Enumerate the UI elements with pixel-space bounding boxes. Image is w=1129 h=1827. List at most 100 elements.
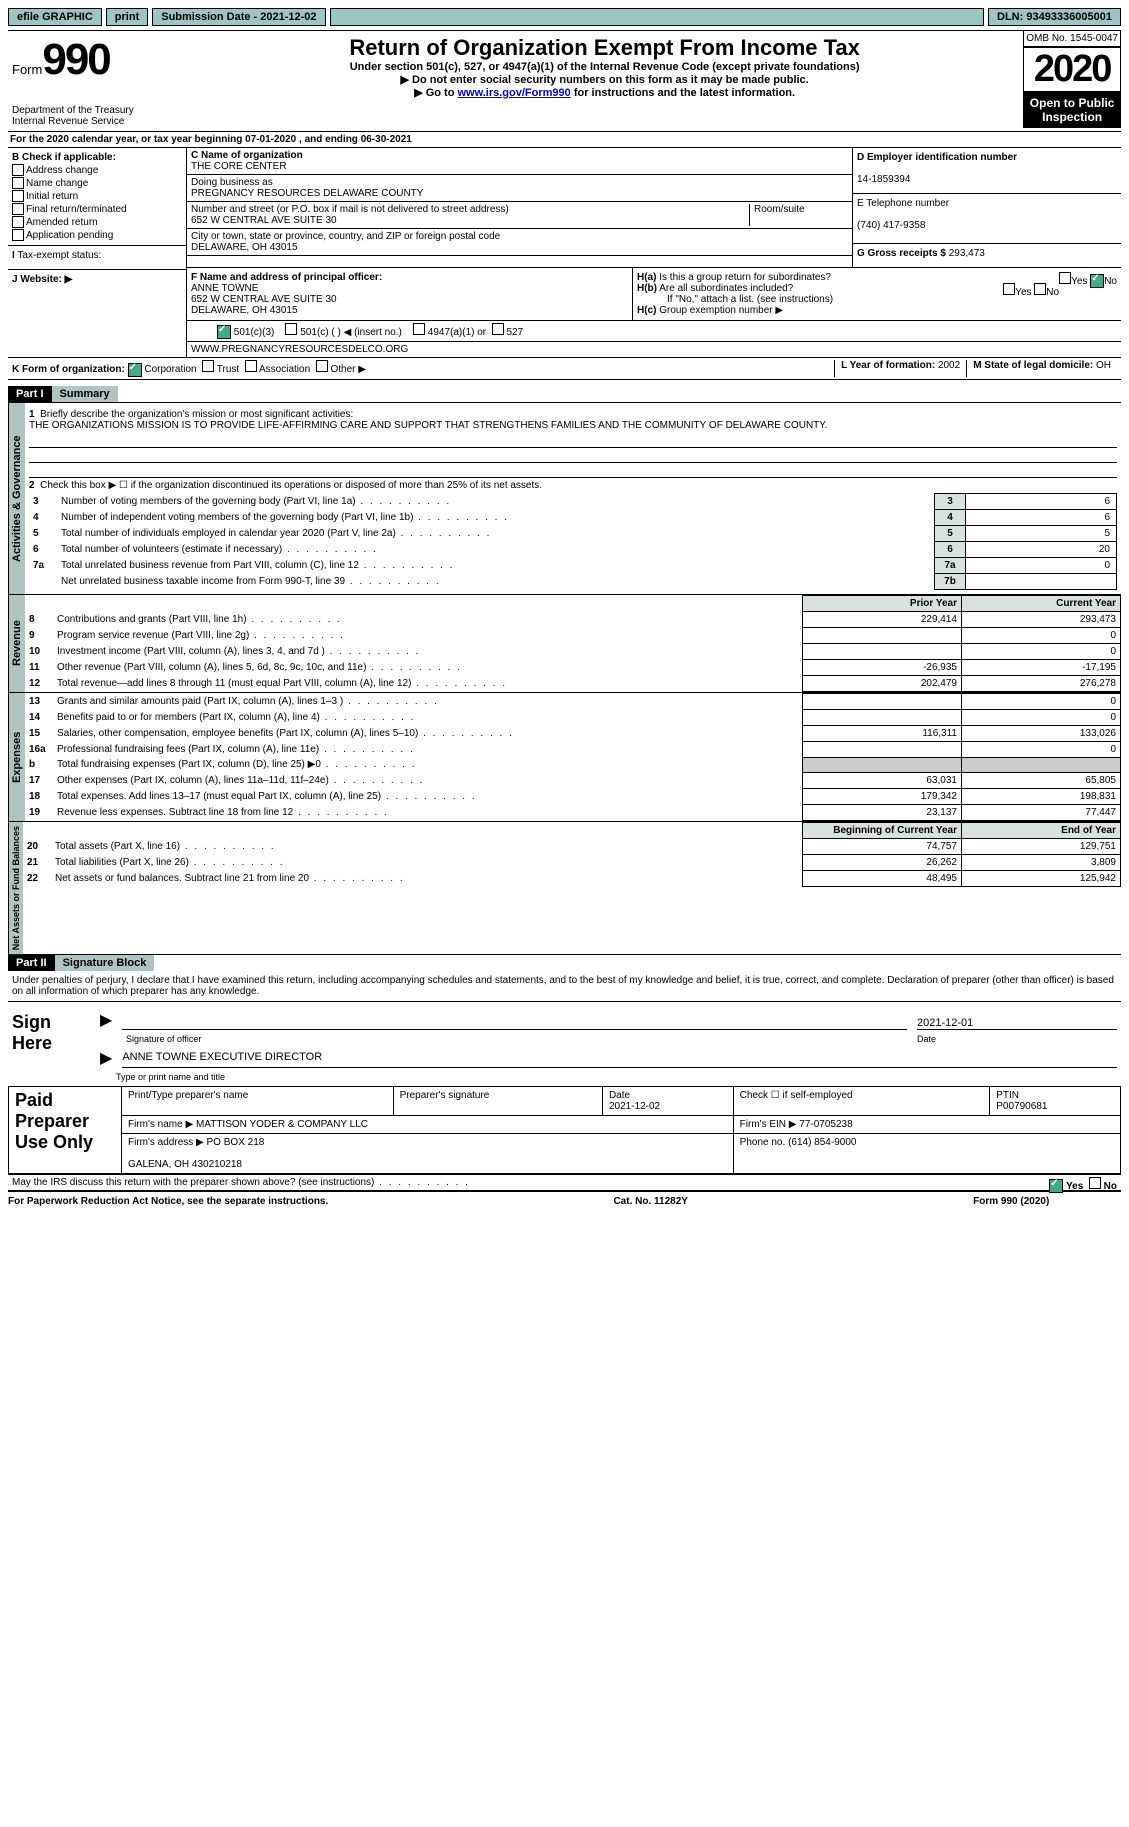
prep-name-label: Print/Type preparer's name bbox=[122, 1086, 394, 1115]
self-emp-label: Check ☐ if self-employed bbox=[733, 1086, 990, 1115]
527: 527 bbox=[506, 327, 523, 338]
expenses-table: 13Grants and similar amounts paid (Part … bbox=[25, 693, 1121, 821]
subtitle-1: Under section 501(c), 527, or 4947(a)(1)… bbox=[190, 61, 1019, 73]
501c3: 501(c)(3) bbox=[234, 327, 275, 338]
signature-field[interactable] bbox=[122, 1013, 907, 1030]
name-field: ANNE TOWNE EXECUTIVE DIRECTOR bbox=[122, 1051, 1117, 1068]
discuss-no[interactable] bbox=[1089, 1177, 1101, 1189]
website-label: Website: ▶ bbox=[20, 274, 72, 285]
officer-addr: 652 W CENTRAL AVE SUITE 30 DELAWARE, OH … bbox=[191, 294, 337, 316]
firm-ein: 77-0705238 bbox=[799, 1119, 852, 1130]
hb-label: Are all subordinates included? bbox=[659, 283, 793, 294]
part2-title: Signature Block bbox=[55, 955, 155, 971]
submission-date: Submission Date - 2021-12-02 bbox=[152, 8, 325, 26]
netassets-table: Beginning of Current YearEnd of Year20To… bbox=[23, 822, 1121, 887]
org-name: THE CORE CENTER bbox=[191, 161, 287, 172]
trust-check[interactable] bbox=[202, 360, 214, 372]
subtitle-3: ▶ Go to www.irs.gov/Form990 for instruct… bbox=[190, 86, 1019, 99]
website-value: WWW.PREGNANCYRESOURCESDELCO.ORG bbox=[191, 344, 408, 355]
officer-typed: ANNE TOWNE EXECUTIVE DIRECTOR bbox=[122, 1051, 322, 1063]
checkbox[interactable] bbox=[12, 216, 24, 228]
date-label: Date bbox=[917, 1034, 1117, 1044]
form-990: 990 bbox=[42, 35, 109, 84]
checkbox[interactable] bbox=[12, 229, 24, 241]
form-number: Form990 bbox=[12, 35, 182, 85]
sign-section: Sign Here ▶2021-12-01 Signature of offic… bbox=[8, 1002, 1121, 1086]
typ-label: Type or print name and title bbox=[116, 1072, 1117, 1082]
phone-label: E Telephone number bbox=[857, 198, 949, 209]
rule3 bbox=[29, 463, 1117, 478]
ein: 14-1859394 bbox=[857, 174, 910, 185]
discuss-yes[interactable] bbox=[1049, 1179, 1063, 1193]
room-label: Room/suite bbox=[754, 204, 805, 215]
no-label: No bbox=[1104, 276, 1117, 287]
governance-section: Activities & Governance 1 Briefly descri… bbox=[8, 402, 1121, 595]
col-j-row: J Website: ▶ bbox=[8, 269, 186, 289]
firm-name: MATTISON YODER & COMPANY LLC bbox=[196, 1119, 368, 1130]
dln: DLN: 93493336005001 bbox=[988, 8, 1121, 26]
city-label: City or town, state or province, country… bbox=[191, 231, 500, 242]
ha-label: Is this a group return for subordinates? bbox=[659, 272, 831, 283]
ha-no[interactable] bbox=[1090, 274, 1104, 288]
yes3: Yes bbox=[1066, 1181, 1083, 1192]
sign-date: 2021-12-01 bbox=[917, 1017, 1117, 1030]
paid-preparer-label: Paid Preparer Use Only bbox=[9, 1086, 122, 1173]
mission-text: THE ORGANIZATIONS MISSION IS TO PROVIDE … bbox=[29, 420, 827, 431]
501c3-check[interactable] bbox=[217, 325, 231, 339]
form-header: Form990 Department of the Treasury Inter… bbox=[8, 30, 1121, 131]
checkbox[interactable] bbox=[12, 164, 24, 176]
year-formation: 2002 bbox=[938, 360, 960, 371]
governance-table: 3Number of voting members of the governi… bbox=[29, 493, 1117, 590]
col-h: H(a) Is this a group return for subordin… bbox=[633, 268, 1121, 320]
city: DELAWARE, OH 43015 bbox=[191, 242, 298, 253]
firm-phone: (614) 854-9000 bbox=[788, 1137, 856, 1148]
print-button[interactable]: print bbox=[106, 8, 148, 26]
part1-title: Summary bbox=[52, 386, 118, 402]
part2-header: Part IISignature Block bbox=[8, 955, 1121, 971]
col-f: F Name and address of principal officer:… bbox=[187, 268, 633, 320]
revenue-table: Prior YearCurrent Year8Contributions and… bbox=[25, 595, 1121, 692]
4947: 4947(a)(1) or bbox=[428, 327, 486, 338]
arrow-icon: ▶ bbox=[100, 1010, 112, 1030]
assoc-check[interactable] bbox=[245, 360, 257, 372]
preparer-section: Paid Preparer Use Only Print/Type prepar… bbox=[8, 1086, 1121, 1174]
domicile: OH bbox=[1096, 360, 1111, 371]
other: Other ▶ bbox=[330, 364, 365, 375]
netassets-section: Net Assets or Fund Balances Beginning of… bbox=[8, 822, 1121, 955]
open-public: Open to Public Inspection bbox=[1023, 92, 1121, 128]
hb-yes[interactable] bbox=[1003, 283, 1015, 295]
rule2 bbox=[29, 448, 1117, 463]
discuss-text: May the IRS discuss this return with the… bbox=[12, 1177, 470, 1188]
corp-check[interactable] bbox=[128, 363, 142, 377]
tax-exempt-label: Tax-exempt status: bbox=[17, 250, 101, 261]
4947-check[interactable] bbox=[413, 323, 425, 335]
gross-label: G Gross receipts $ bbox=[857, 248, 946, 259]
footer-mid: Cat. No. 11282Y bbox=[613, 1196, 687, 1207]
officer-name: ANNE TOWNE bbox=[191, 283, 258, 294]
527-check[interactable] bbox=[492, 323, 504, 335]
checkbox[interactable] bbox=[12, 190, 24, 202]
hb-no[interactable] bbox=[1034, 283, 1046, 295]
irs-link[interactable]: www.irs.gov/Form990 bbox=[457, 87, 570, 99]
line1-label: Briefly describe the organization's miss… bbox=[40, 409, 353, 420]
ha-yes[interactable] bbox=[1059, 272, 1071, 284]
omb-number: OMB No. 1545-0047 bbox=[1023, 31, 1121, 47]
part1-header: Part ISummary bbox=[8, 386, 1121, 402]
l-label: L Year of formation: bbox=[841, 360, 935, 371]
other-check[interactable] bbox=[316, 360, 328, 372]
hc-label: Group exemption number ▶ bbox=[659, 305, 783, 316]
checkbox[interactable] bbox=[12, 203, 24, 215]
topbar-spacer bbox=[330, 8, 984, 26]
501c-check[interactable] bbox=[285, 323, 297, 335]
yes-label2: Yes bbox=[1015, 287, 1031, 298]
checkbox[interactable] bbox=[12, 177, 24, 189]
topbar: efile GRAPHIC print Submission Date - 20… bbox=[8, 8, 1121, 26]
rule1 bbox=[29, 433, 1117, 448]
expenses-section: Expenses 13Grants and similar amounts pa… bbox=[8, 693, 1121, 822]
org-name-label: C Name of organization bbox=[191, 150, 303, 161]
firm-phone-label: Phone no. bbox=[740, 1137, 786, 1148]
part1-label: Part I bbox=[8, 386, 52, 402]
officer-label: F Name and address of principal officer: bbox=[191, 272, 382, 283]
discuss-line: May the IRS discuss this return with the… bbox=[8, 1174, 1121, 1192]
efile-button[interactable]: efile GRAPHIC bbox=[8, 8, 102, 26]
